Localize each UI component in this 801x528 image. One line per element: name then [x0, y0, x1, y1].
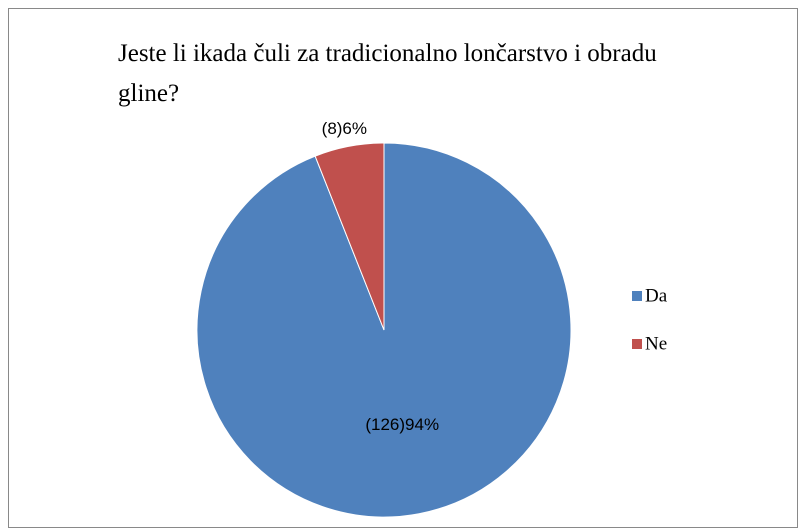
legend-label: Da — [645, 285, 668, 306]
chart-title: Jeste li ikada čuli za tradicionalno lon… — [118, 40, 657, 107]
legend-swatch — [632, 339, 642, 349]
data-label: (8)6% — [322, 119, 367, 138]
legend-swatch — [632, 291, 642, 301]
pie-slice — [314, 142, 385, 331]
data-label: (126)94% — [365, 415, 439, 434]
legend-label: Ne — [645, 333, 667, 354]
